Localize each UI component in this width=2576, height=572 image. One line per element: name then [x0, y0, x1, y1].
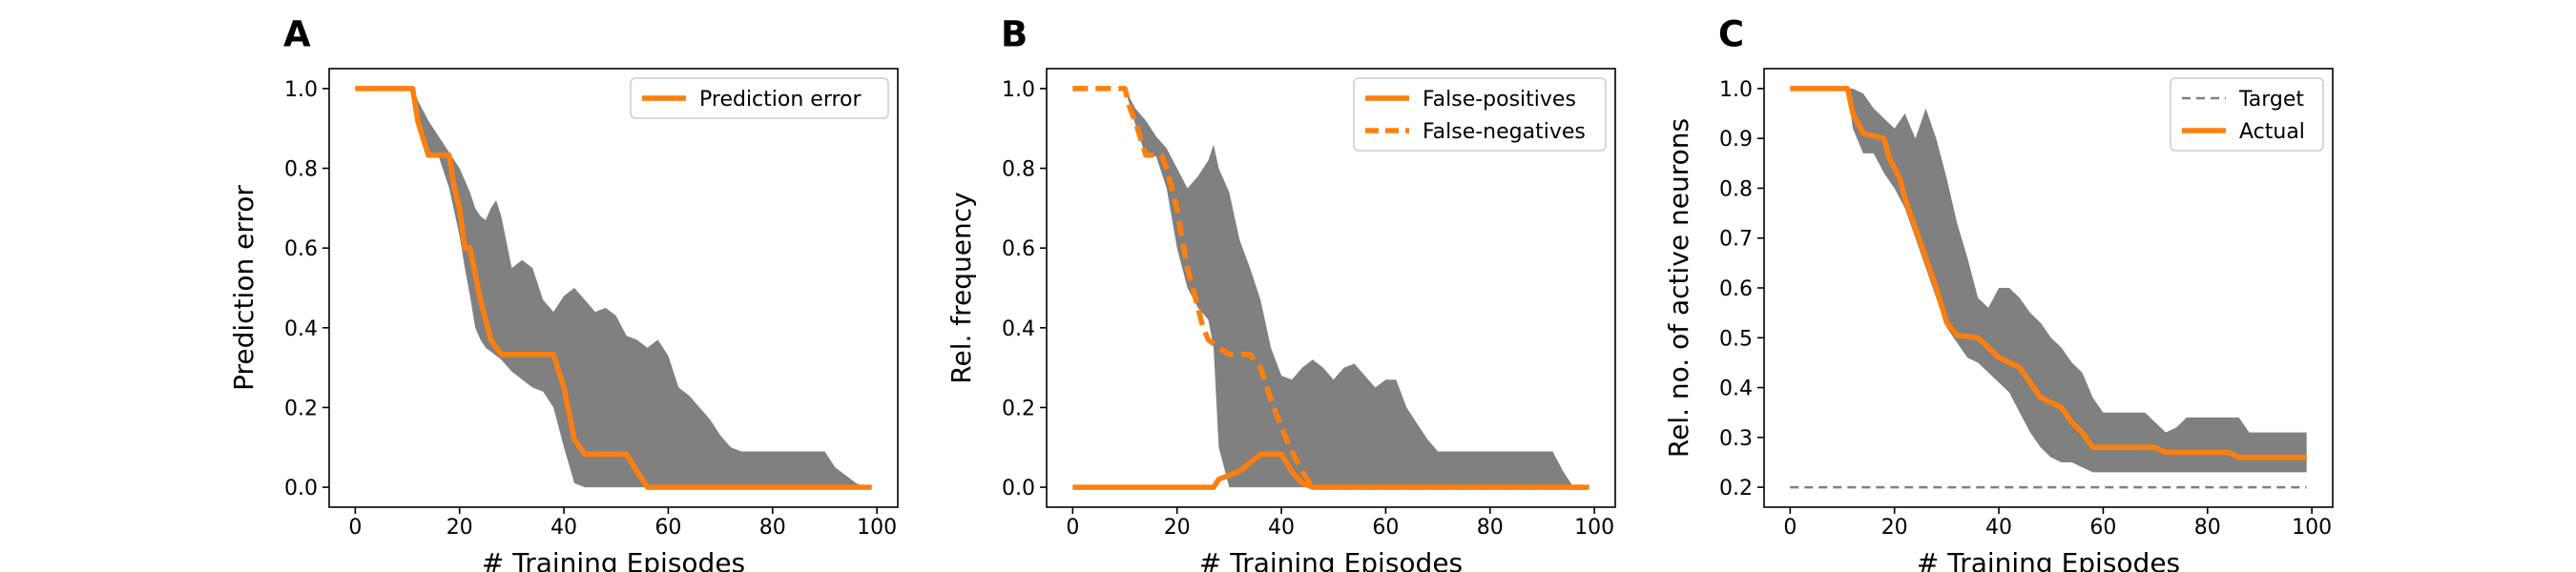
- panel-a: A 0 20 40 60 80 100 0.0 0.2 0.4 0.6 0.8 1.0 # Trainin…: [228, 14, 899, 572]
- x-tick-label-b-5: 100: [1574, 516, 1614, 540]
- y-tick-label-c-6: 0.8: [1719, 177, 1753, 201]
- legend-label-b-1: False-positives: [1423, 88, 1576, 112]
- y-tick-label-a-5: 1.0: [284, 78, 318, 102]
- series-line-a-1: [355, 86, 872, 490]
- x-axis-label-b: # Training Episodes: [1199, 547, 1463, 572]
- y-axis-label-a: Prediction error: [228, 185, 260, 391]
- legend-box-b: [1353, 77, 1607, 152]
- x-tick-label-c-3: 60: [2089, 516, 2116, 540]
- x-tick-label-c-2: 40: [1985, 516, 2012, 540]
- axes-frame-b: [1046, 68, 1616, 508]
- panel-b: B 0 20 40 60 80 100 0.0 0.2 0.4 0.6 0.8 1.0 # Trainin…: [945, 14, 1616, 572]
- x-tick-label-a-4: 80: [759, 516, 786, 540]
- legend-box-a: [630, 77, 889, 119]
- y-tick-label-c-2: 0.4: [1719, 378, 1753, 401]
- x-tick-label-a-1: 20: [447, 516, 473, 540]
- legend-label-c-2: Actual: [2239, 120, 2305, 144]
- panel-letter-a: A: [283, 14, 311, 55]
- x-tick-label-a-3: 60: [654, 516, 681, 540]
- y-tick-label-a-0: 0.0: [284, 477, 318, 500]
- panel-letter-b: B: [1001, 14, 1028, 55]
- x-tick-label-c-0: 0: [1783, 516, 1797, 540]
- y-tick-label-b-4: 0.8: [1002, 158, 1035, 182]
- x-tick-label-a-2: 40: [551, 516, 577, 540]
- y-tick-label-c-3: 0.5: [1719, 327, 1753, 351]
- y-tick-label-b-3: 0.6: [1002, 237, 1035, 261]
- x-axis-label-c: # Training Episodes: [1917, 547, 2180, 572]
- x-axis-label-a: # Training Episodes: [482, 547, 745, 572]
- series-line-b-2: [1072, 86, 1589, 490]
- y-tick-label-c-4: 0.6: [1719, 277, 1753, 301]
- y-tick-label-a-3: 0.6: [284, 237, 318, 261]
- y-tick-label-b-2: 0.4: [1002, 317, 1035, 341]
- x-tick-label-b-1: 20: [1164, 516, 1191, 540]
- y-tick-label-b-1: 0.2: [1002, 397, 1035, 420]
- y-tick-label-c-0: 0.2: [1719, 477, 1753, 500]
- y-tick-label-c-8: 1.0: [1719, 78, 1753, 102]
- y-tick-label-a-2: 0.4: [284, 317, 318, 341]
- y-tick-label-c-1: 0.3: [1719, 427, 1753, 451]
- y-tick-label-a-1: 0.2: [284, 397, 318, 420]
- legend-label-a-1: Prediction error: [699, 88, 862, 112]
- x-tick-label-c-1: 20: [1881, 516, 1908, 540]
- series-line-c-2: [1790, 86, 2307, 460]
- confidence-band-b: [1072, 88, 1589, 488]
- x-tick-label-b-3: 60: [1372, 516, 1399, 540]
- x-tick-label-b-4: 80: [1477, 516, 1504, 540]
- legend-label-c-1: Target: [2238, 88, 2304, 112]
- y-tick-label-c-5: 0.7: [1719, 228, 1753, 252]
- panel-letter-c: C: [1718, 14, 1744, 55]
- y-tick-label-b-0: 0.0: [1002, 477, 1035, 500]
- y-tick-label-a-4: 0.8: [284, 158, 318, 182]
- y-axis-label-c: Rel. no. of active neurons: [1663, 118, 1694, 458]
- panel-c: C 0 20 40 60 80 100 0.2 0.3 0.4 0.5 0.6 0.7 0.8 0.9 1.0…: [1663, 14, 2334, 572]
- confidence-band-a: [355, 88, 872, 488]
- x-tick-label-b-2: 40: [1268, 516, 1295, 540]
- x-tick-label-c-4: 80: [2194, 516, 2221, 540]
- y-tick-label-b-5: 1.0: [1002, 78, 1035, 102]
- y-axis-label-b: Rel. frequency: [945, 192, 977, 383]
- x-tick-label-c-5: 100: [2292, 516, 2332, 540]
- y-tick-label-c-7: 0.9: [1719, 128, 1753, 152]
- axes-frame-a: [328, 68, 899, 508]
- confidence-band-c: [1790, 88, 2307, 473]
- x-tick-label-b-0: 0: [1066, 516, 1079, 540]
- x-tick-label-a-0: 0: [348, 516, 362, 540]
- legend-label-b-2: False-negatives: [1423, 120, 1586, 144]
- x-tick-label-a-5: 100: [857, 516, 897, 540]
